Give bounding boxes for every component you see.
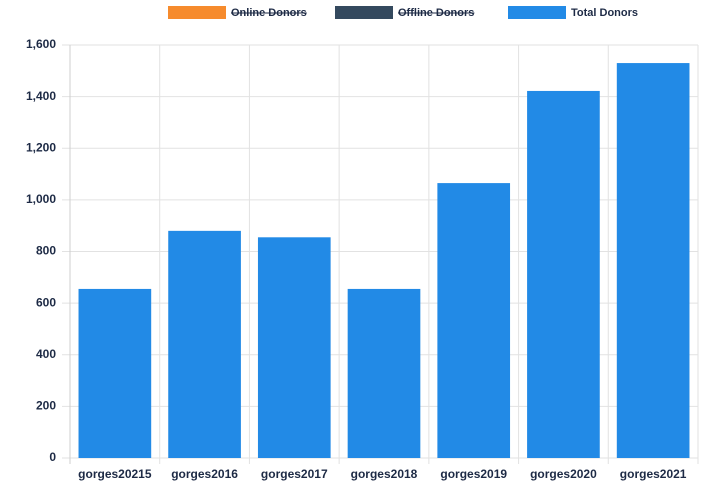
x-tick-label: gorges2016 (171, 467, 238, 481)
x-tick-label: gorges2020 (530, 467, 597, 481)
y-tick-label: 400 (36, 347, 56, 361)
bar (78, 288, 152, 458)
bar (257, 237, 331, 458)
x-tick-label: gorges2018 (351, 467, 418, 481)
x-tick-label: gorges20215 (78, 467, 152, 481)
bar (616, 63, 690, 458)
x-tick-label: gorges2019 (440, 467, 507, 481)
y-tick-label: 600 (36, 295, 56, 309)
y-tick-label: 0 (49, 450, 56, 464)
bar (347, 288, 421, 458)
legend-swatch[interactable] (335, 6, 393, 19)
y-tick-label: 200 (36, 399, 56, 413)
x-tick-label: gorges2021 (620, 467, 687, 481)
bar (437, 183, 511, 459)
y-tick-label: 1,200 (26, 140, 56, 154)
y-tick-label: 1,000 (26, 192, 56, 206)
legend-swatch[interactable] (508, 6, 566, 19)
bar (168, 230, 241, 458)
y-tick-label: 1,400 (26, 89, 56, 103)
legend-swatch[interactable] (168, 6, 226, 19)
x-tick-label: gorges2017 (261, 467, 328, 481)
y-tick-label: 800 (36, 244, 56, 258)
legend-label[interactable]: Total Donors (571, 7, 638, 19)
y-tick-label: 1,600 (26, 37, 56, 51)
bar (527, 90, 600, 458)
